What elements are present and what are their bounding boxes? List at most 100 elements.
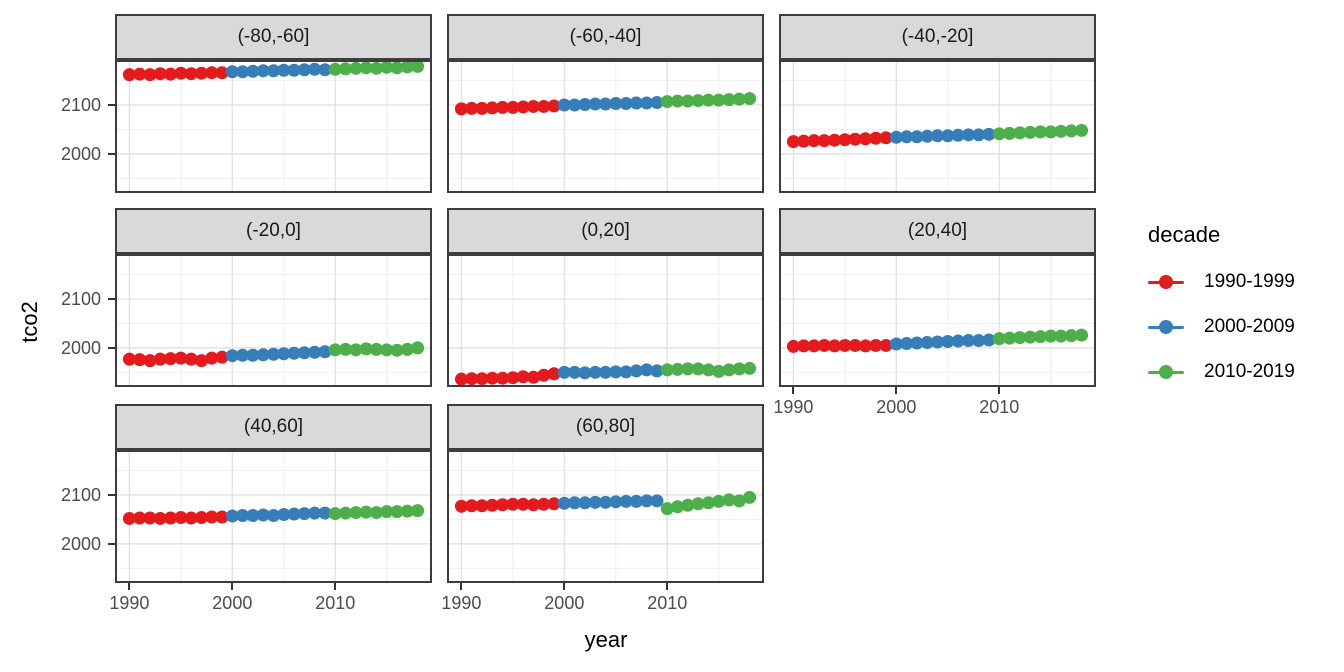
- y-tick-label: 2000: [60, 533, 101, 554]
- data-point: [992, 127, 1006, 141]
- data-point: [256, 348, 270, 362]
- data-point: [650, 96, 664, 110]
- data-point: [194, 510, 208, 524]
- data-point: [807, 339, 821, 353]
- facet-panel: [115, 254, 432, 387]
- facet-strip: (-60,-40]: [447, 14, 764, 60]
- data-point: [215, 510, 229, 524]
- data-point: [390, 343, 404, 357]
- data-point: [931, 335, 944, 349]
- data-point: [1075, 328, 1089, 342]
- data-point: [879, 131, 893, 145]
- data-point: [858, 132, 872, 146]
- data-point: [588, 365, 602, 379]
- data-point: [691, 362, 705, 376]
- x-axis-tick: [792, 387, 795, 394]
- facet-panel: [447, 60, 764, 193]
- data-point: [786, 339, 800, 353]
- data-point: [174, 66, 188, 80]
- data-point: [722, 363, 736, 377]
- data-point: [588, 495, 602, 509]
- data-point: [671, 94, 685, 108]
- x-tick-label: 2000: [876, 397, 917, 417]
- legend-key-dot: [1159, 275, 1173, 289]
- data-point: [318, 345, 332, 359]
- data-point: [609, 495, 623, 509]
- data-point: [681, 498, 695, 512]
- data-point: [972, 128, 986, 142]
- data-point: [516, 100, 530, 114]
- legend-entry-label: 2010-2019: [1204, 361, 1295, 382]
- panel-border: [447, 450, 764, 583]
- data-point: [400, 60, 414, 74]
- data-point: [578, 496, 592, 510]
- data-point: [153, 352, 167, 366]
- data-point: [133, 67, 147, 81]
- data-point: [1064, 124, 1078, 138]
- data-point: [287, 63, 301, 77]
- facet-strip-label: (60,80]: [575, 416, 636, 437]
- data-point: [133, 511, 147, 525]
- data-point: [400, 342, 414, 356]
- data-point: [599, 365, 612, 379]
- data-point: [215, 350, 229, 364]
- data-point: [537, 99, 551, 113]
- data-point: [941, 335, 955, 349]
- data-point: [992, 332, 1006, 346]
- data-point: [557, 496, 571, 510]
- data-point: [951, 128, 965, 142]
- data-point: [609, 365, 623, 379]
- facet-panel: [115, 60, 432, 193]
- data-point: [1023, 330, 1037, 344]
- data-point: [246, 64, 260, 78]
- facet-strip: (40,60]: [115, 404, 432, 450]
- data-point: [568, 365, 582, 379]
- data-point: [225, 65, 239, 79]
- data-point: [400, 504, 414, 518]
- data-point: [122, 511, 136, 525]
- data-point: [339, 342, 353, 356]
- data-point: [349, 61, 363, 75]
- data-point: [578, 97, 592, 111]
- data-point: [194, 66, 208, 80]
- data-point: [712, 364, 726, 378]
- data-point: [568, 496, 582, 510]
- data-point: [380, 343, 394, 357]
- data-point: [629, 364, 643, 378]
- data-point: [475, 499, 489, 513]
- x-tick-label: 2010: [979, 397, 1020, 417]
- data-point: [267, 64, 280, 78]
- data-point: [660, 363, 674, 377]
- data-point: [786, 135, 800, 149]
- data-point: [215, 66, 229, 80]
- data-point: [797, 134, 811, 148]
- data-point: [547, 497, 561, 511]
- data-point: [609, 97, 623, 111]
- data-point: [640, 494, 654, 508]
- legend-entry-label: 2000-2009: [1204, 316, 1295, 337]
- data-point: [164, 511, 178, 525]
- data-point: [236, 65, 250, 79]
- data-point: [1013, 126, 1027, 140]
- facet-plot-area: [115, 60, 432, 193]
- data-point: [454, 499, 468, 513]
- data-point: [496, 371, 510, 385]
- data-point: [578, 366, 592, 380]
- data-point: [691, 94, 705, 108]
- panel-border: [447, 254, 764, 387]
- data-point: [122, 352, 136, 366]
- data-point: [807, 134, 821, 148]
- data-point: [516, 370, 530, 384]
- data-point: [640, 96, 654, 110]
- panel-border: [115, 60, 432, 193]
- data-point: [359, 61, 373, 75]
- data-point: [1003, 331, 1017, 345]
- x-tick-label: 2000: [544, 593, 585, 613]
- data-point: [681, 362, 695, 376]
- data-point: [349, 343, 363, 357]
- data-point: [485, 101, 499, 115]
- facet-strip: (-40,-20]: [779, 14, 1096, 60]
- x-tick-label: 1990: [109, 593, 150, 613]
- data-point: [225, 349, 239, 363]
